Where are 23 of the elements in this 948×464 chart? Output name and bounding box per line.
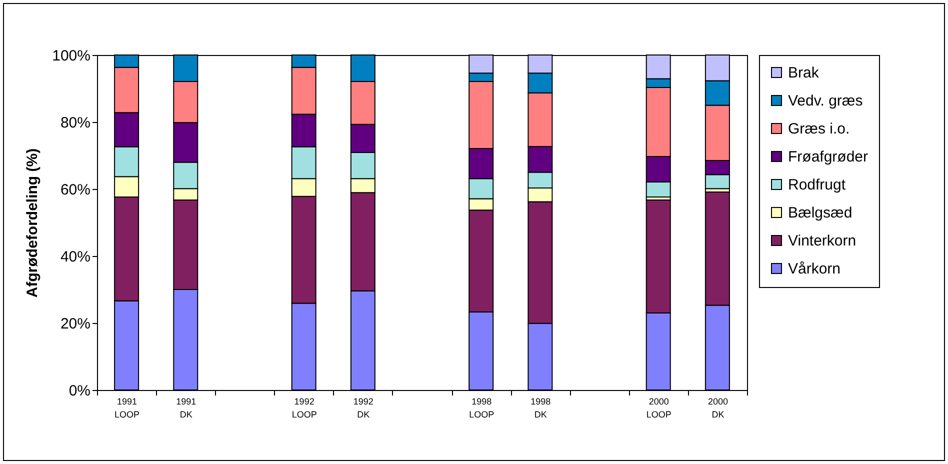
legend-label: Brak	[788, 64, 820, 82]
legend-label: Vedv. græs	[788, 92, 863, 110]
legend-label: Græs i.o.	[788, 120, 850, 138]
y-tick-label: 100%	[52, 48, 90, 64]
x-tick-label: 1998 LOOP	[469, 396, 494, 420]
y-tick-label: 60%	[60, 182, 90, 198]
x-tick-label: 1992 LOOP	[292, 396, 317, 420]
y-tick-label: 40%	[60, 248, 90, 266]
x-tick-label: 1991 DK	[176, 396, 196, 420]
y-tick-label: 0%	[68, 382, 90, 400]
legend-label: Vinterkorn	[788, 232, 856, 250]
y-axis-title: Afgrødefordeling (%)	[24, 148, 42, 298]
legend-label: Rodfrugt	[788, 176, 846, 194]
x-tick-label: 1992 DK	[353, 396, 374, 420]
x-tick-label: 2000 LOOP	[646, 396, 672, 420]
legend-label: Frøafgrøder	[788, 148, 868, 166]
y-tick-label: 80%	[60, 114, 90, 132]
x-tick-label: 2000 DK	[708, 396, 728, 420]
y-tick-label: 20%	[60, 316, 90, 332]
x-tick-label: 1998 DK	[530, 396, 551, 420]
legend-label: Vårkorn	[788, 260, 841, 278]
legend-label: Bælgsæd	[788, 204, 852, 222]
x-tick-label: 1991 LOOP	[114, 396, 140, 420]
